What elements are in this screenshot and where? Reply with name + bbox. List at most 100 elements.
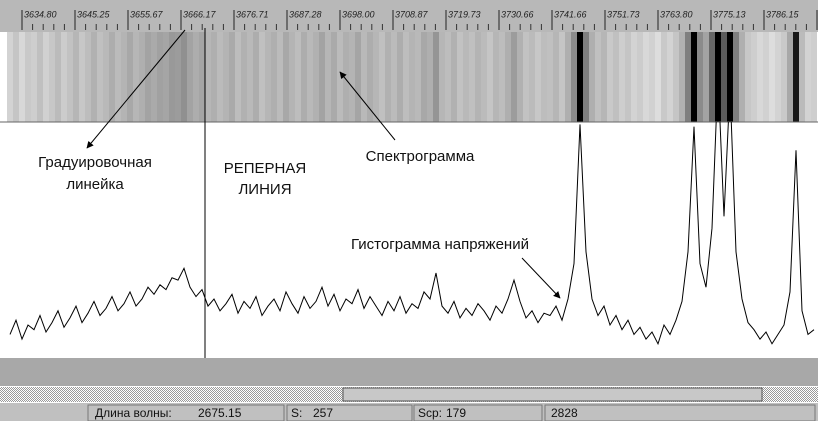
spectrogram-stripe [493, 32, 499, 122]
scroll-thumb[interactable] [343, 388, 762, 401]
ruler-label: 3655.67 [130, 9, 164, 19]
spectrogram-stripe [451, 32, 457, 122]
screen: 3634.803645.253655.673666.173676.713687.… [0, 0, 818, 421]
status-label: S: [291, 406, 302, 420]
spectrogram-stripe [643, 32, 649, 122]
ruler-label: 3719.73 [448, 9, 481, 19]
ruler-label: 3676.71 [236, 9, 269, 19]
spectrogram-stripe [373, 32, 379, 122]
spectrogram-stripe [601, 32, 607, 122]
spectrogram-stripe [589, 32, 595, 122]
ruler-label: 3687.28 [289, 9, 322, 19]
status-value: 257 [313, 406, 333, 420]
spectrogram-stripe [349, 32, 355, 122]
spectrogram-stripe [535, 32, 541, 122]
spectrogram-stripe [415, 32, 421, 122]
spectrogram-stripe [163, 32, 169, 122]
annotation: линейка [66, 176, 124, 193]
spectrogram-stripe [67, 32, 73, 122]
spectrogram-stripe [133, 32, 139, 122]
status-label: Scp: [418, 406, 442, 420]
spectrogram-stripe [805, 32, 811, 122]
spectrogram-stripe [7, 32, 13, 122]
spectrogram [7, 32, 817, 122]
spectrogram-stripe [385, 32, 391, 122]
spectrogram-stripe [421, 32, 427, 122]
spectrogram-stripe [523, 32, 529, 122]
annotation: ЛИНИЯ [238, 181, 291, 198]
spectrogram-stripe [655, 32, 661, 122]
spectrogram-stripe [757, 32, 763, 122]
spectrogram-stripe [13, 32, 19, 122]
spectrogram-stripe [799, 32, 805, 122]
spectrogram-stripe [703, 32, 709, 122]
status-value: 179 [446, 406, 466, 420]
spectrogram-stripe [505, 32, 511, 122]
spectrogram-stripe [457, 32, 463, 122]
spectrogram-stripe [265, 32, 271, 122]
spectrogram-stripe [445, 32, 451, 122]
spectrogram-stripe [235, 32, 241, 122]
spectrogram-stripe [61, 32, 67, 122]
ruler-label: 3645.25 [77, 9, 111, 19]
spectrogram-stripe [199, 32, 205, 122]
panel [0, 358, 818, 386]
spectrogram-stripe [487, 32, 493, 122]
spectrogram-stripe [283, 32, 289, 122]
spectrogram-stripe [193, 32, 199, 122]
spectrogram-stripe [277, 32, 283, 122]
ruler-label: 3666.17 [183, 9, 217, 19]
spectrogram-stripe [49, 32, 55, 122]
spectrogram-stripe [391, 32, 397, 122]
spectrogram-stripe [79, 32, 85, 122]
spectrogram-stripe [31, 32, 37, 122]
spectrogram-stripe [793, 32, 799, 122]
spectrogram-stripe [787, 32, 793, 122]
spectrogram-stripe [301, 32, 307, 122]
spectrogram-stripe [73, 32, 79, 122]
spectrogram-stripe [511, 32, 517, 122]
status-label: Длина волны: [95, 406, 172, 420]
spectrogram-stripe [25, 32, 31, 122]
spectrogram-stripe [763, 32, 769, 122]
spectrogram-stripe [181, 32, 187, 122]
spectrogram-stripe [661, 32, 667, 122]
spectrogram-stripe [43, 32, 49, 122]
spectrogram-stripe [769, 32, 775, 122]
spectrogram-stripe [685, 32, 691, 122]
annotation: Градуировочная [38, 154, 152, 171]
spectrogram-stripe [397, 32, 403, 122]
spectrogram-stripe [553, 32, 559, 122]
spectrogram-stripe [565, 32, 571, 122]
spectrogram-stripe [697, 32, 703, 122]
spectrogram-stripe [55, 32, 61, 122]
spectrogram-stripe [811, 32, 817, 122]
spectrogram-stripe [745, 32, 751, 122]
spectrogram-stripe [217, 32, 223, 122]
spectrogram-stripe [103, 32, 109, 122]
spectrogram-stripe [379, 32, 385, 122]
spectrogram-stripe [409, 32, 415, 122]
spectrogram-stripe [463, 32, 469, 122]
spectrogram-stripe [751, 32, 757, 122]
spectrogram-stripe [295, 32, 301, 122]
spectrogram-stripe [331, 32, 337, 122]
annotation: Спектрограмма [366, 148, 475, 165]
annotation: РЕПЕРНАЯ [224, 160, 306, 177]
spectrogram-stripe [709, 32, 715, 122]
spectrogram-stripe [559, 32, 565, 122]
spectrogram-stripe [547, 32, 553, 122]
spectrogram-stripe [433, 32, 439, 122]
spectrogram-stripe [229, 32, 235, 122]
status-value: 2828 [551, 406, 578, 420]
spectrogram-stripe [187, 32, 193, 122]
spectrogram-stripe [517, 32, 523, 122]
spectrogram-stripe [571, 32, 577, 122]
page: 3634.803645.253655.673666.173676.713687.… [0, 0, 818, 421]
spectrogram-stripe [157, 32, 163, 122]
spectrogram-stripe [775, 32, 781, 122]
spectrogram-stripe [205, 32, 211, 122]
spectrogram-stripe [733, 32, 739, 122]
spectrogram-stripe [85, 32, 91, 122]
spectrogram-stripe [313, 32, 319, 122]
